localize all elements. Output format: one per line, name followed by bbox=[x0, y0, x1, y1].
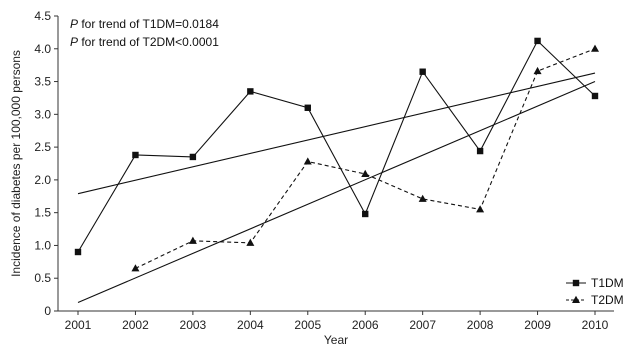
y-tick-label: 3.5 bbox=[34, 75, 51, 89]
x-tick-label: 2009 bbox=[524, 318, 551, 332]
data-point-t2dm bbox=[361, 169, 370, 177]
trend-p-value-annotation: P for trend of T1DM=0.0184 bbox=[70, 17, 219, 31]
series-line-t2dm bbox=[135, 48, 596, 269]
data-point-t1dm bbox=[304, 104, 311, 111]
p-symbol: P bbox=[70, 17, 78, 31]
data-point-t2dm bbox=[476, 205, 485, 213]
y-tick-label: 0 bbox=[44, 304, 51, 318]
data-point-t1dm bbox=[591, 92, 599, 100]
y-tick-label: 4.0 bbox=[34, 42, 51, 56]
x-tick-label: 2004 bbox=[237, 318, 264, 332]
data-point-t1dm bbox=[74, 248, 82, 256]
series-line-t1dm bbox=[77, 40, 596, 253]
data-point-t2dm bbox=[246, 238, 255, 246]
x-tick-label: 2005 bbox=[294, 318, 321, 332]
y-tick-label: 1.5 bbox=[34, 206, 51, 220]
data-point-t1dm bbox=[476, 147, 484, 155]
data-point-t2dm bbox=[533, 66, 542, 75]
trend-line-t1dm bbox=[77, 72, 596, 195]
legend: T1DM T2DM bbox=[566, 276, 624, 307]
trend-line-t2dm bbox=[77, 81, 596, 303]
y-tick-label: 1.0 bbox=[34, 238, 51, 252]
y-tick-label: 4.5 bbox=[34, 9, 51, 23]
data-point-t2dm bbox=[591, 44, 599, 52]
p-symbol: P bbox=[70, 35, 78, 49]
y-tick-label: 2.0 bbox=[34, 173, 51, 187]
legend-label-t1dm: T1DM bbox=[591, 276, 624, 290]
trend-lines bbox=[77, 72, 596, 303]
data-point-t2dm bbox=[188, 236, 197, 244]
data-point-t1dm bbox=[132, 151, 139, 159]
x-tick-label: 2002 bbox=[122, 318, 149, 332]
series-t2dm bbox=[131, 44, 599, 272]
data-point-t1dm bbox=[419, 68, 426, 75]
data-point-t1dm bbox=[247, 88, 254, 95]
data-point-t2dm bbox=[131, 264, 140, 272]
y-axis-title: Incidence of diabetes per 100,000 person… bbox=[9, 50, 23, 277]
data-point-t1dm bbox=[534, 37, 541, 45]
data-point-t1dm bbox=[362, 210, 369, 218]
data-point-t1dm bbox=[189, 153, 197, 161]
series-group bbox=[74, 37, 599, 272]
x-tick-label: 2010 bbox=[582, 318, 609, 332]
x-tick-label: 2001 bbox=[65, 318, 92, 332]
x-tick-label: 2008 bbox=[467, 318, 494, 332]
series-t1dm bbox=[74, 37, 599, 256]
p-value-text: for trend of T2DM<0.0001 bbox=[78, 35, 219, 49]
trend-p-value-annotation: P for trend of T2DM<0.0001 bbox=[70, 35, 219, 49]
x-tick-label: 2006 bbox=[352, 318, 379, 332]
data-point-t2dm bbox=[303, 157, 312, 165]
y-tick-label: 2.5 bbox=[34, 140, 51, 154]
legend-label-t2dm: T2DM bbox=[591, 293, 624, 307]
axes: 0 0.5 1.0 1.5 2.0 2.5 3.0 3.5 4.0 4.5 2001 2002 2003… bbox=[9, 9, 614, 347]
x-tick-label: 2007 bbox=[409, 318, 436, 332]
legend-marker-t1dm bbox=[572, 279, 580, 287]
p-value-text: for trend of T1DM=0.0184 bbox=[78, 17, 219, 31]
x-tick-label: 2003 bbox=[180, 318, 207, 332]
x-axis-title: Year bbox=[324, 333, 348, 347]
legend-marker-t2dm bbox=[572, 295, 580, 303]
y-tick-label: 3.0 bbox=[34, 107, 51, 121]
y-tick-label: 0.5 bbox=[34, 271, 51, 285]
data-point-t2dm bbox=[418, 194, 427, 202]
